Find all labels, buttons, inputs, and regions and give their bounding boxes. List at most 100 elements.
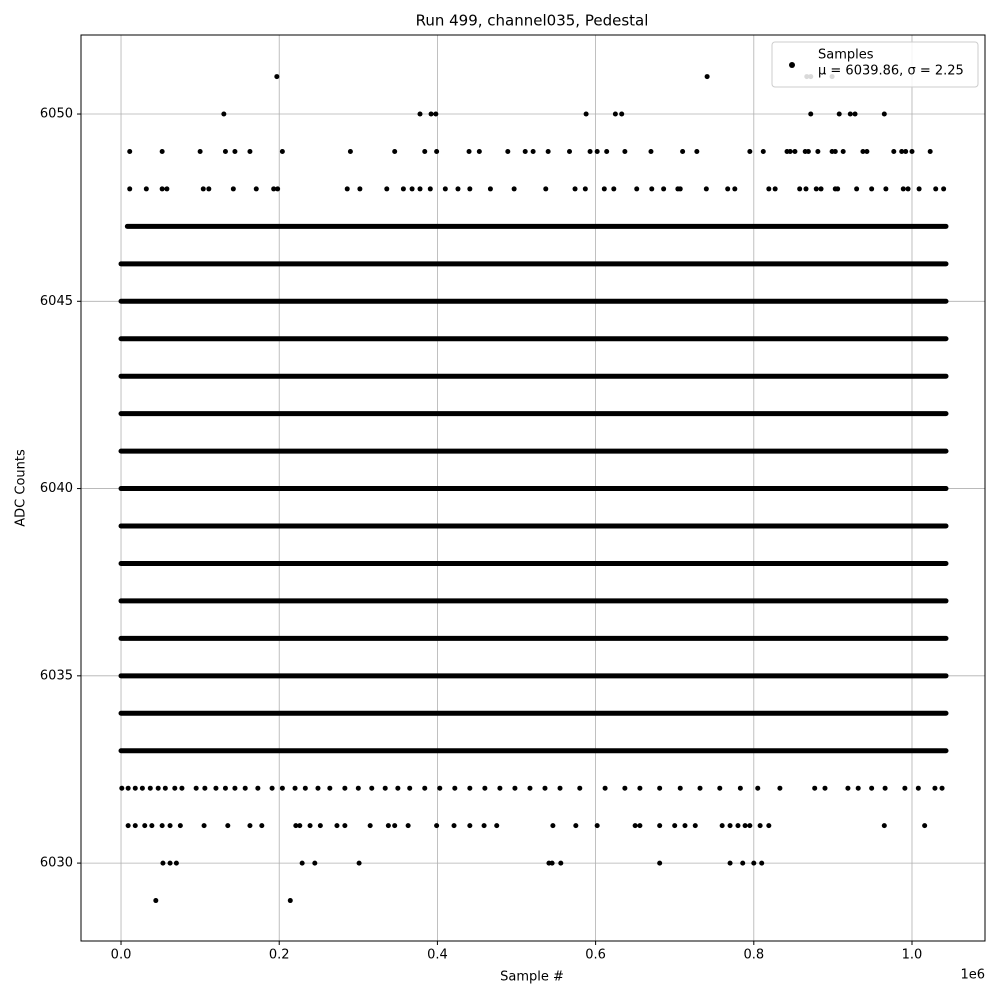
sample-point	[905, 186, 911, 192]
sample-point	[155, 785, 161, 791]
sample-point	[159, 148, 165, 154]
sample-point	[142, 823, 148, 829]
sample-point	[247, 823, 253, 829]
sample-point	[932, 785, 938, 791]
legend-box	[771, 41, 979, 88]
sample-point	[312, 860, 318, 866]
sample-point	[213, 785, 219, 791]
sample-point	[200, 186, 206, 192]
sample-point	[159, 186, 165, 192]
sample-point	[542, 785, 548, 791]
sample-point	[813, 186, 819, 192]
sample-point	[511, 186, 517, 192]
sample-point	[307, 823, 313, 829]
sample-point	[543, 186, 549, 192]
sample-point	[433, 111, 439, 117]
sample-point	[622, 148, 628, 154]
sample-point	[427, 186, 433, 192]
sample-point	[619, 111, 625, 117]
sample-point	[357, 186, 363, 192]
sample-point	[271, 186, 277, 192]
sample-point	[197, 148, 203, 154]
sample-point	[417, 186, 423, 192]
sample-point	[803, 186, 809, 192]
y-tick-label: 6045	[40, 294, 73, 309]
sample-point	[143, 186, 149, 192]
sample-point	[836, 111, 842, 117]
sample-point	[119, 785, 125, 791]
sample-point	[422, 148, 428, 154]
sample-point	[167, 823, 173, 829]
sample-point	[855, 785, 861, 791]
sample-point	[232, 148, 238, 154]
x-tick-label: 0.6	[585, 948, 606, 963]
sample-point	[759, 860, 765, 866]
sample-point	[530, 148, 536, 154]
sample-point	[225, 823, 231, 829]
sample-point	[572, 186, 578, 192]
sample-point	[864, 148, 870, 154]
sample-point	[434, 823, 440, 829]
sample-point	[206, 186, 212, 192]
sample-point	[677, 186, 683, 192]
sample-point	[787, 148, 793, 154]
sample-point	[367, 823, 373, 829]
x-tick-label: 0.0	[111, 948, 132, 963]
sample-point	[594, 148, 600, 154]
sample-point	[481, 823, 487, 829]
legend-stats: μ = 6039.86, σ = 2.25	[818, 64, 964, 79]
sample-point	[334, 823, 340, 829]
sample-point	[719, 823, 725, 829]
sample-point	[637, 823, 643, 829]
sample-point	[242, 785, 248, 791]
sample-point	[494, 823, 500, 829]
marks	[118, 74, 949, 904]
sample-point	[852, 111, 858, 117]
x-tick-label: 0.4	[427, 948, 448, 963]
sample-point	[253, 186, 259, 192]
sample-point	[815, 148, 821, 154]
sample-point	[860, 148, 866, 154]
sample-point	[637, 785, 643, 791]
sample-point	[933, 186, 939, 192]
axes-frame	[80, 34, 986, 942]
sample-point	[916, 186, 922, 192]
sample-point	[392, 823, 398, 829]
sample-point	[766, 186, 772, 192]
sample-point	[725, 186, 731, 192]
sample-point	[727, 860, 733, 866]
sample-point	[160, 860, 166, 866]
sample-point	[747, 823, 753, 829]
sample-point	[222, 785, 228, 791]
sample-point	[682, 823, 688, 829]
sample-point	[939, 785, 945, 791]
sample-point	[757, 823, 763, 829]
sample-point	[437, 785, 443, 791]
sample-point	[854, 186, 860, 192]
sample-point	[342, 785, 348, 791]
sample-point	[422, 785, 428, 791]
sample-point	[755, 785, 761, 791]
sample-point	[382, 785, 388, 791]
sample-point	[127, 148, 133, 154]
sample-point	[661, 186, 667, 192]
sample-point	[125, 785, 131, 791]
sample-point	[594, 823, 600, 829]
sample-point	[230, 186, 236, 192]
sample-point	[550, 823, 556, 829]
sample-point	[476, 148, 482, 154]
sample-point	[139, 785, 145, 791]
sample-point	[347, 148, 353, 154]
sample-point	[512, 785, 518, 791]
sample-point	[299, 860, 305, 866]
sample-point	[202, 785, 208, 791]
sample-point	[125, 823, 131, 829]
sample-point	[505, 148, 511, 154]
sample-point	[467, 186, 473, 192]
sample-point	[455, 186, 461, 192]
sample-point	[840, 148, 846, 154]
sample-point	[279, 148, 285, 154]
sample-point	[132, 823, 138, 829]
